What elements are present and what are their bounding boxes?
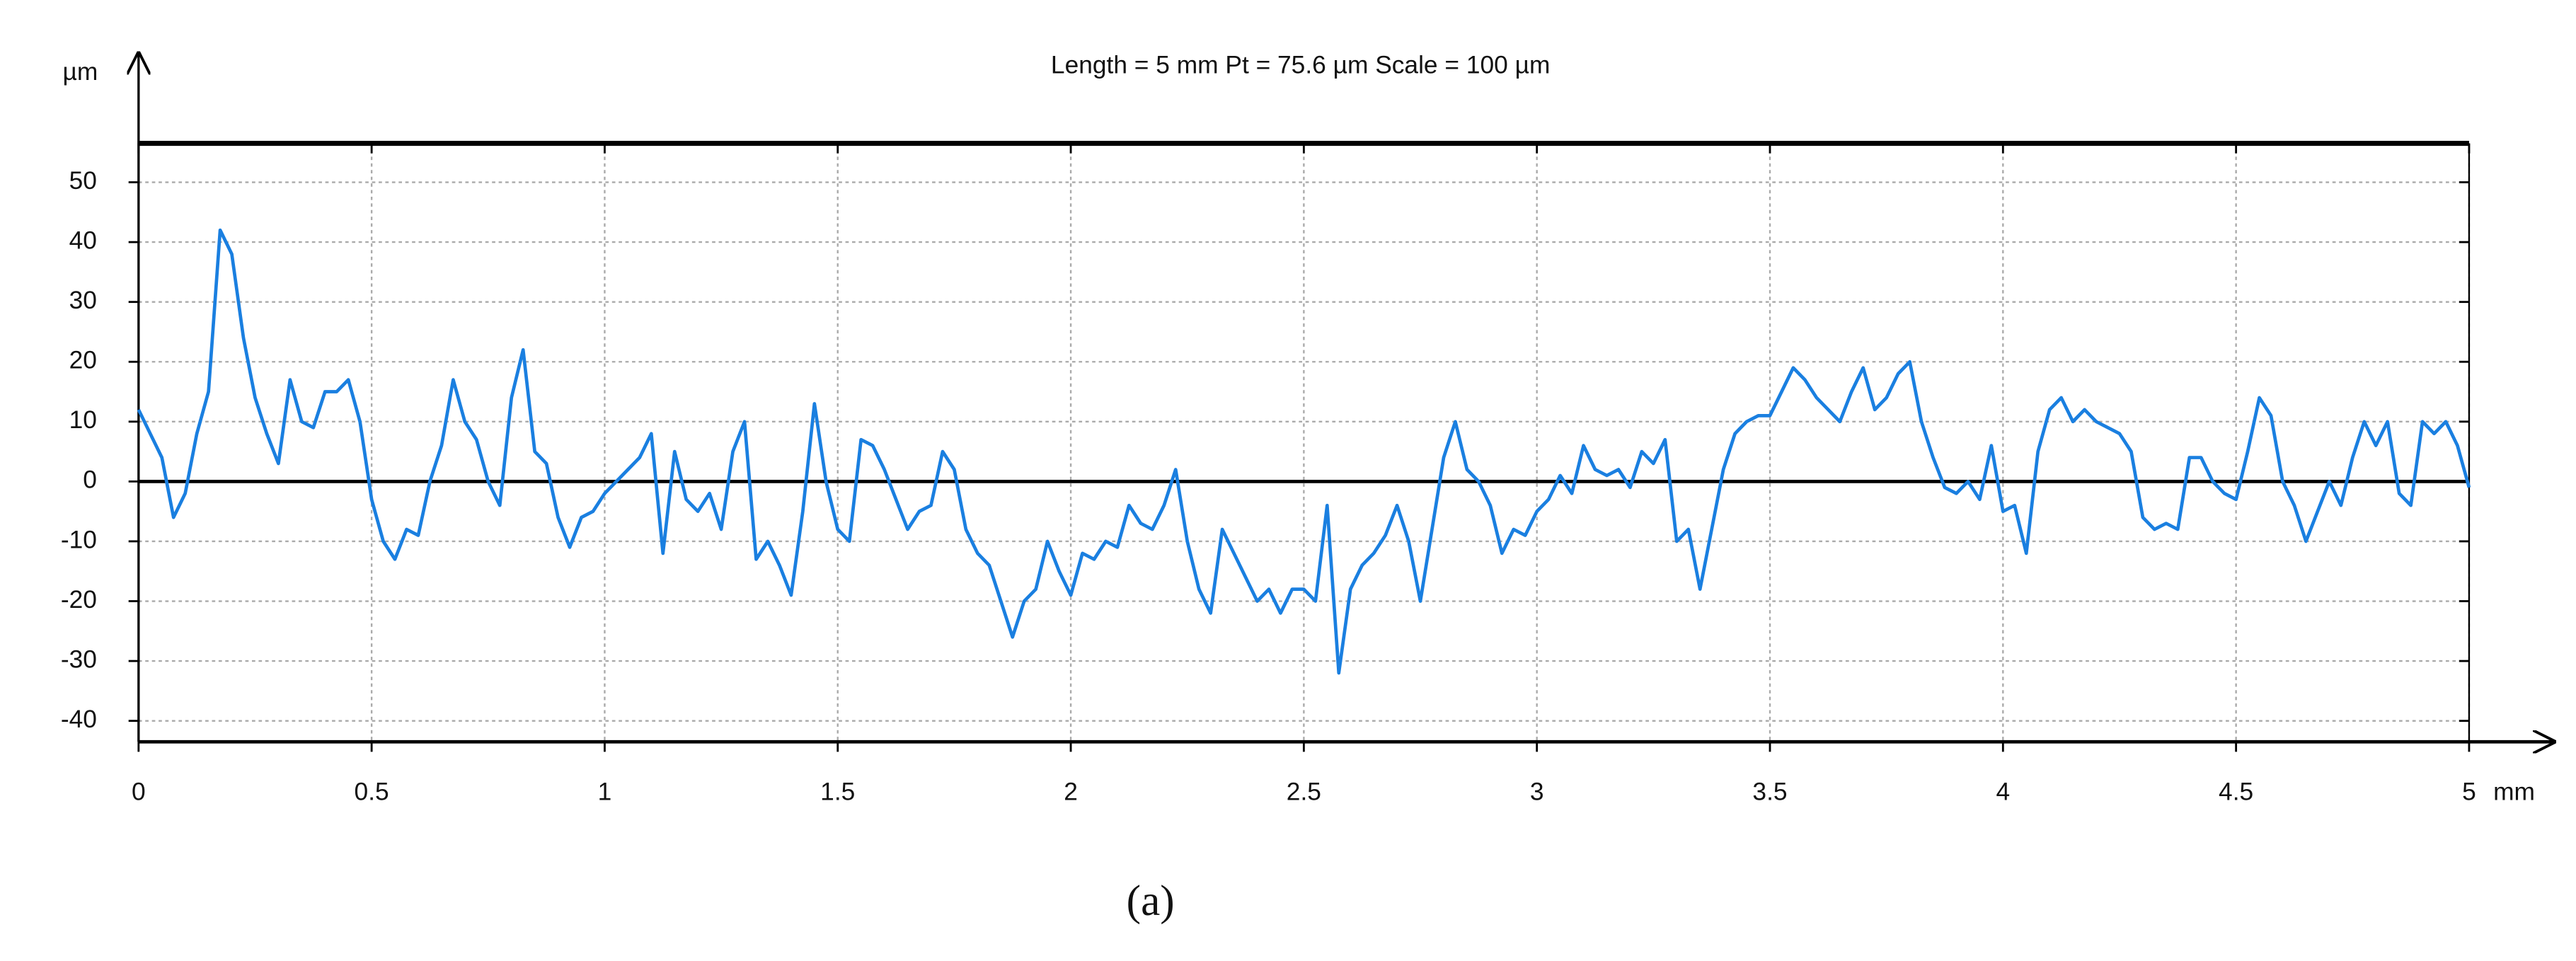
x-tick-label: 1: [598, 778, 612, 806]
x-tick-label: 5: [2462, 778, 2476, 806]
x-tick-label: 4: [1996, 778, 2010, 806]
chart-title: Length = 5 mm Pt = 75.6 µm Scale = 100 µ…: [1051, 52, 1550, 79]
x-tick-label: 2.5: [1287, 778, 1321, 806]
y-tick-label: 10: [69, 406, 97, 434]
x-tick-label: 3: [1530, 778, 1544, 806]
y-tick-label: 50: [69, 167, 97, 195]
x-axis-label: mm: [2493, 778, 2535, 806]
y-tick-label: 40: [69, 226, 97, 254]
y-tick-label: -30: [61, 645, 97, 673]
x-tick-label: 3.5: [1752, 778, 1787, 806]
y-axis-label: µm: [62, 58, 98, 86]
y-tick-label: 0: [83, 466, 97, 494]
x-tick-label: 0: [132, 778, 146, 806]
x-tick-label: 2: [1064, 778, 1078, 806]
x-tick-label: 4.5: [2219, 778, 2253, 806]
x-tick-label: 1.5: [820, 778, 855, 806]
x-tick-label: 0.5: [355, 778, 389, 806]
caption: (a): [1127, 877, 1175, 925]
profile-line: [137, 228, 2471, 675]
y-tick-label: -40: [61, 706, 97, 733]
y-tick-label: -10: [61, 526, 97, 553]
y-tick-label: 20: [69, 347, 97, 374]
y-tick-label: 30: [69, 287, 97, 314]
y-tick-label: -20: [61, 586, 97, 614]
